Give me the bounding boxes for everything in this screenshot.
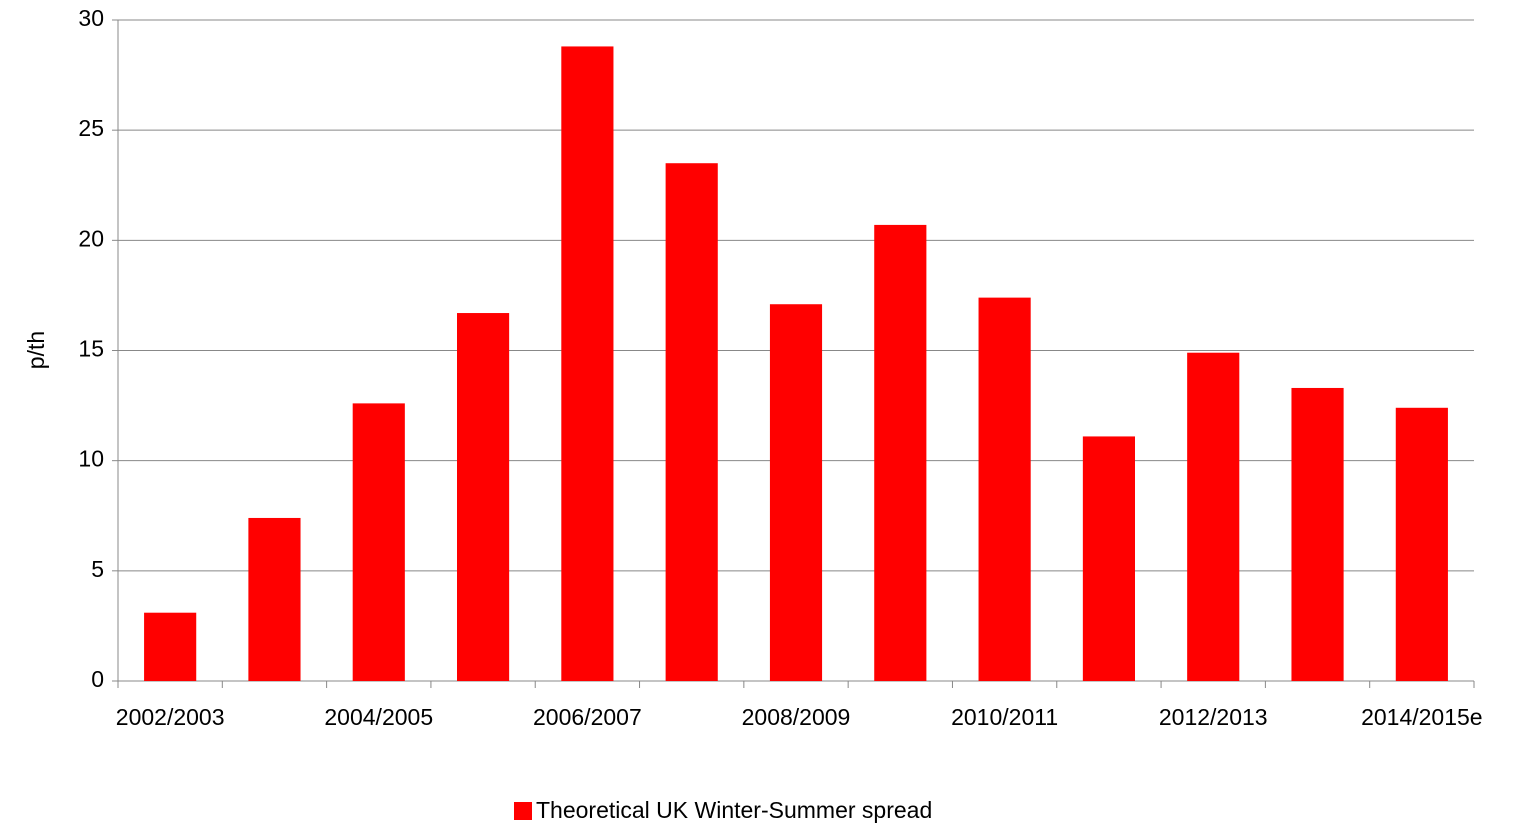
bar [144,612,197,681]
bar [769,304,823,681]
legend-swatch [514,802,532,820]
x-tick-label: 2012/2013 [1159,704,1268,730]
bar [978,297,1031,681]
legend-label: Theoretical UK Winter-Summer spread [536,797,932,823]
bar [1291,387,1344,681]
bar [1082,436,1135,681]
x-tick-label: 2002/2003 [116,704,225,730]
bar [352,403,405,681]
bar [457,313,510,681]
bar [665,163,718,681]
y-tick-label: 25 [78,115,104,141]
bar [248,517,301,681]
bar [874,224,927,681]
y-tick-label: 30 [78,5,104,31]
y-tick-label: 5 [91,556,104,582]
y-tick-label: 20 [78,225,104,251]
bar [1395,407,1448,681]
y-tick-label: 10 [78,446,104,472]
bar [561,46,614,681]
x-tick-label: 2008/2009 [742,704,851,730]
x-tick-label: 2006/2007 [533,704,642,730]
bar [1187,352,1240,681]
y-tick-label: 0 [91,666,104,692]
y-axis-label: p/th [23,331,49,369]
x-tick-label: 2004/2005 [324,704,433,730]
y-tick-label: 15 [78,336,104,362]
x-tick-label: 2014/2015e [1361,704,1483,730]
x-tick-label: 2010/2011 [951,704,1058,730]
